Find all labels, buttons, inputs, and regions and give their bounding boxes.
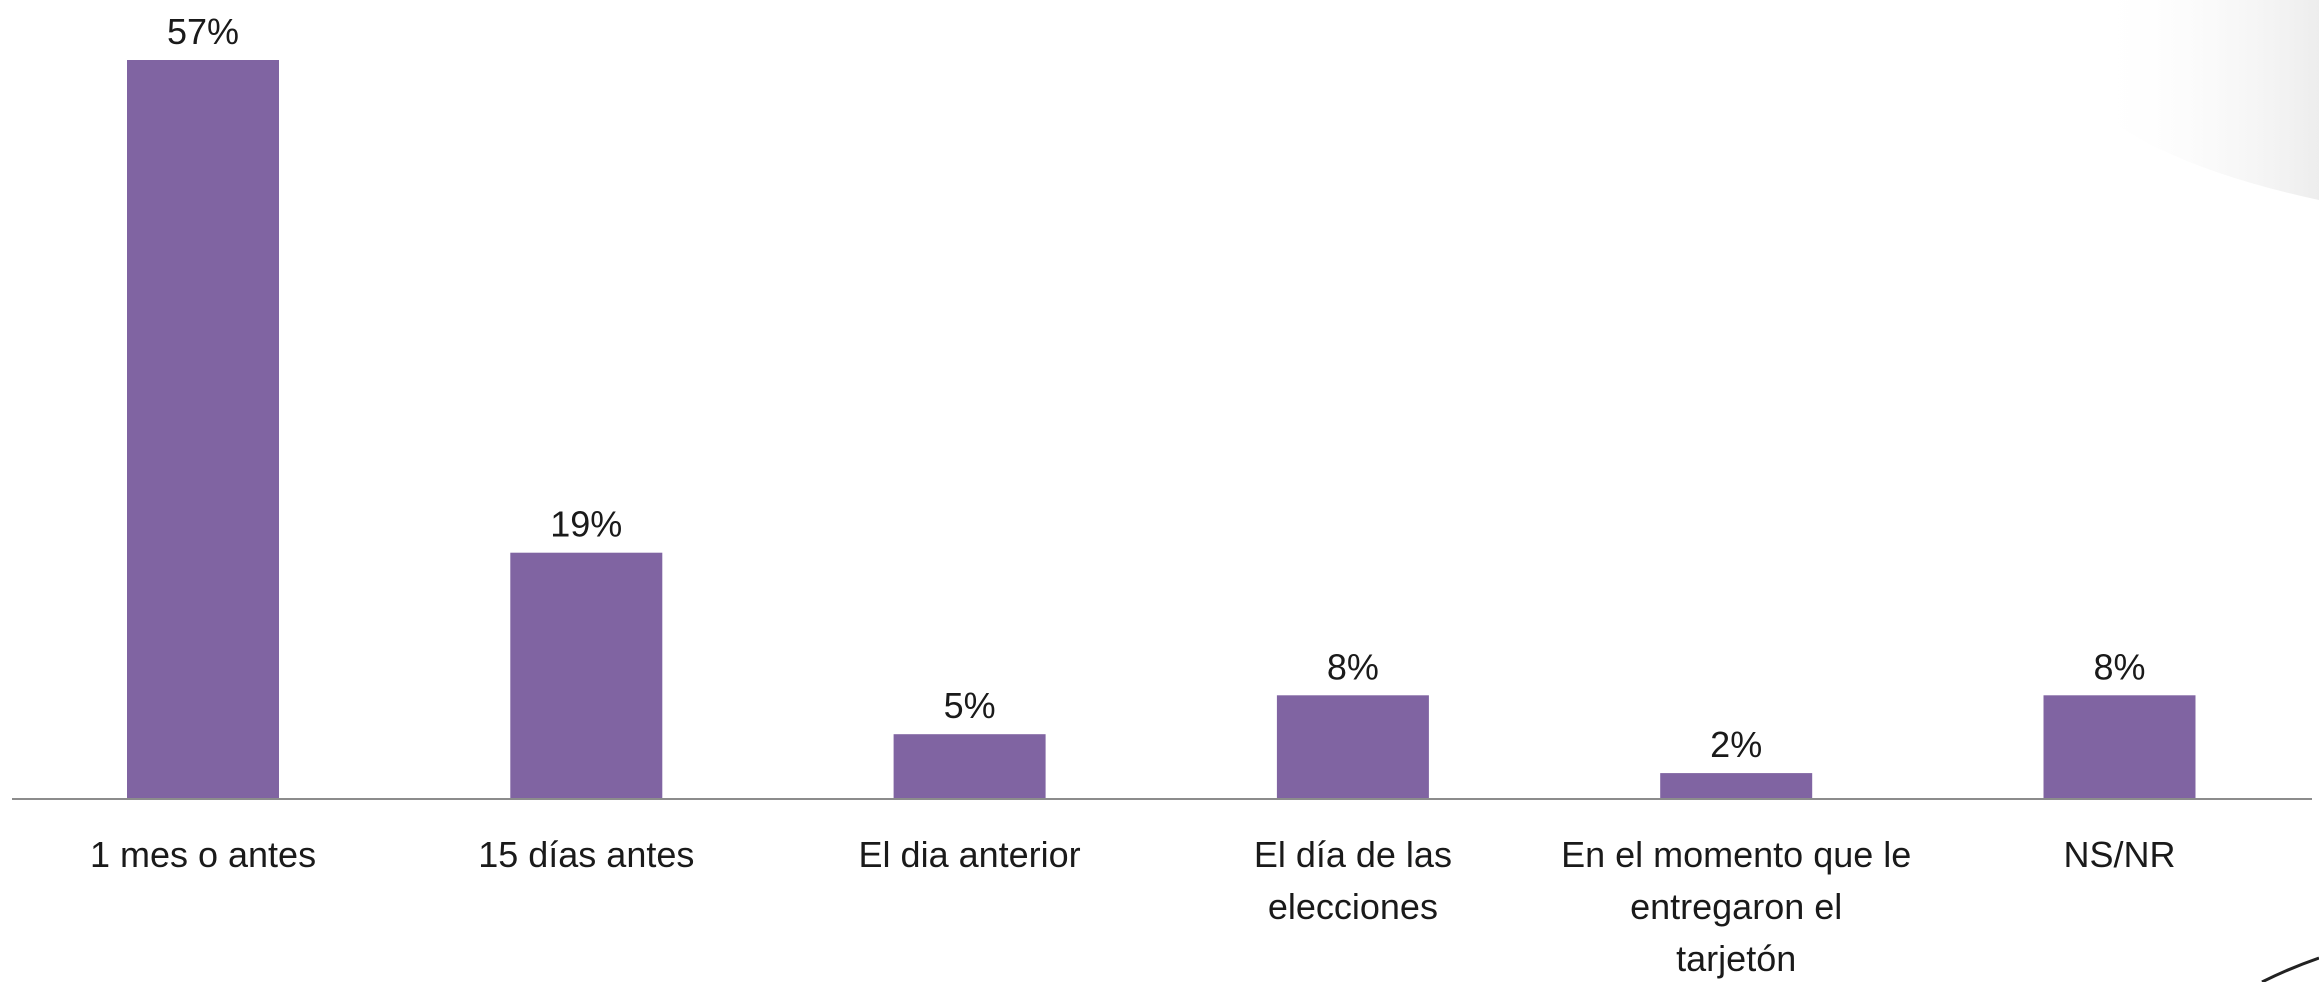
category-label-line: elecciones: [1268, 886, 1438, 927]
category-label-5: NS/NR: [2063, 834, 2175, 875]
value-labels-group: 57% 19% 5% 8% 2% 8%: [167, 11, 2146, 765]
category-label-1: 15 días antes: [478, 834, 694, 875]
corner-shade-decoration: [2090, 0, 2319, 200]
category-label-line: En el momento que le: [1561, 834, 1911, 875]
category-label-line: 1 mes o antes: [90, 834, 316, 875]
category-label-2: El dia anterior: [859, 834, 1081, 875]
bar-2: [893, 734, 1046, 799]
bar-4: [1660, 773, 1813, 799]
category-label-line: 15 días antes: [478, 834, 694, 875]
value-label-1: 19%: [550, 504, 622, 545]
value-label-2: 5%: [944, 685, 996, 726]
corner-curve-decoration: [2261, 956, 2319, 982]
bar-5: [2043, 695, 2196, 799]
category-label-line: tarjetón: [1676, 938, 1796, 979]
category-label-line: El día de las: [1254, 834, 1452, 875]
category-label-0: 1 mes o antes: [90, 834, 316, 875]
value-label-3: 8%: [1327, 646, 1379, 687]
category-label-line: entregaron el: [1630, 886, 1842, 927]
value-label-0: 57%: [167, 11, 239, 52]
category-label-line: NS/NR: [2063, 834, 2175, 875]
value-label-5: 8%: [2093, 646, 2145, 687]
category-label-4: En el momento que le entregaron el tarjetó…: [1561, 834, 1911, 979]
bars-group: [127, 60, 2196, 799]
bar-1: [510, 552, 663, 799]
category-label-line: El dia anterior: [859, 834, 1081, 875]
value-label-4: 2%: [1710, 724, 1762, 765]
category-label-3: El día de las elecciones: [1254, 834, 1452, 927]
bar-0: [127, 60, 279, 799]
category-labels-group: 1 mes o antes 15 días antes El dia anterio…: [90, 834, 2176, 979]
bar-3: [1276, 695, 1429, 799]
